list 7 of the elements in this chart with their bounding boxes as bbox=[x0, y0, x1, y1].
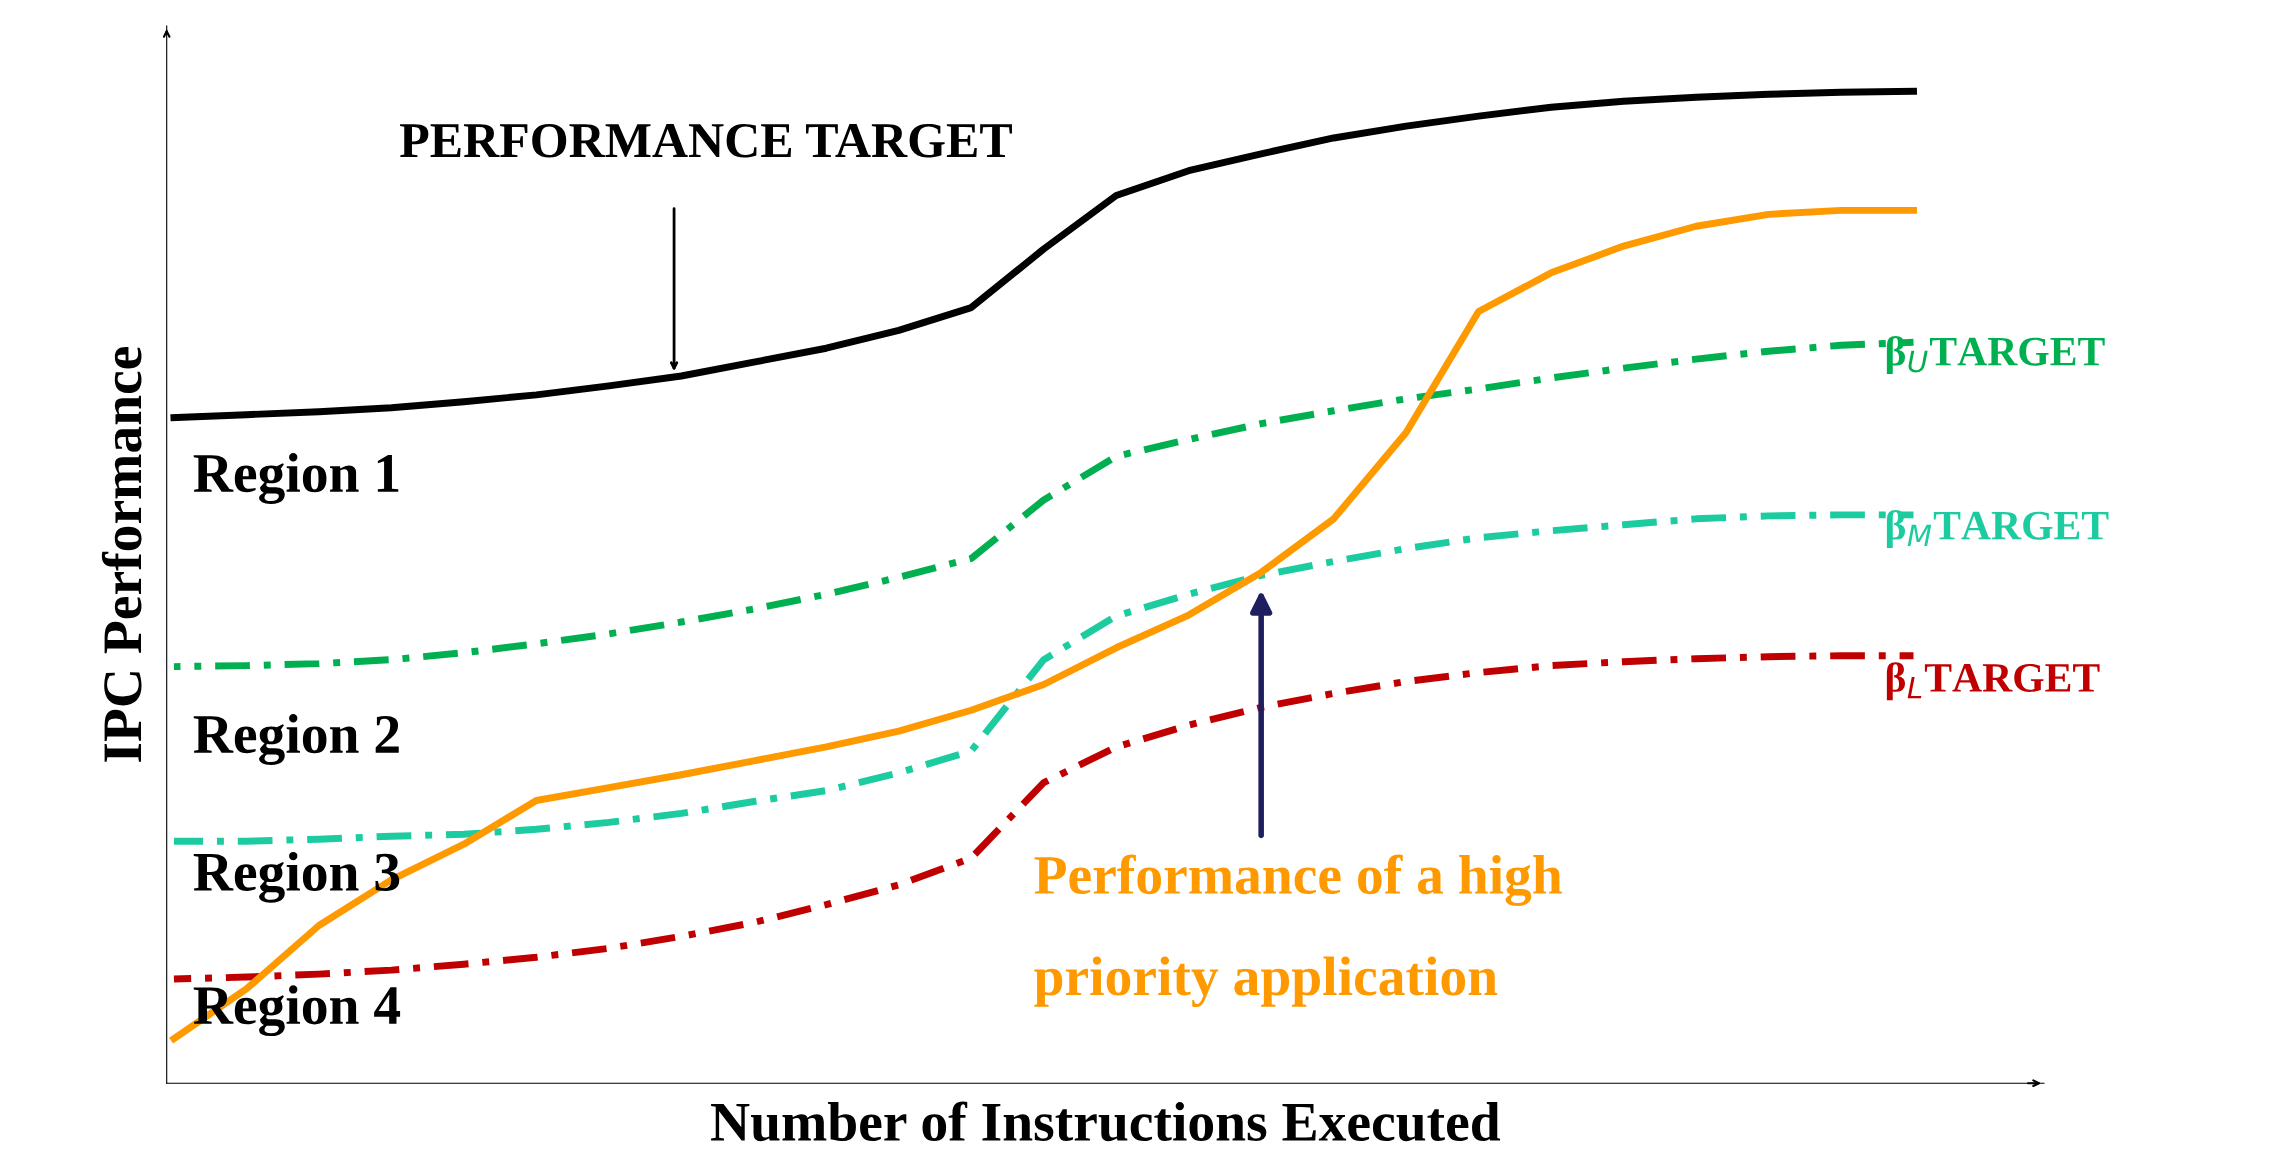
y-axis-title: IPC Performance bbox=[101, 347, 142, 762]
series-label: β$_{L}$TARGET bbox=[1886, 662, 2100, 701]
annotation: Region 2 bbox=[193, 714, 399, 765]
text: Performance of a high priority application bbox=[1034, 854, 1562, 1007]
series-label: PERFORMANCE TARGET bbox=[400, 123, 1012, 158]
x-axis-title: Number of Instructions Executed bbox=[711, 1101, 1501, 1142]
annotation: Region 1 bbox=[193, 453, 399, 504]
